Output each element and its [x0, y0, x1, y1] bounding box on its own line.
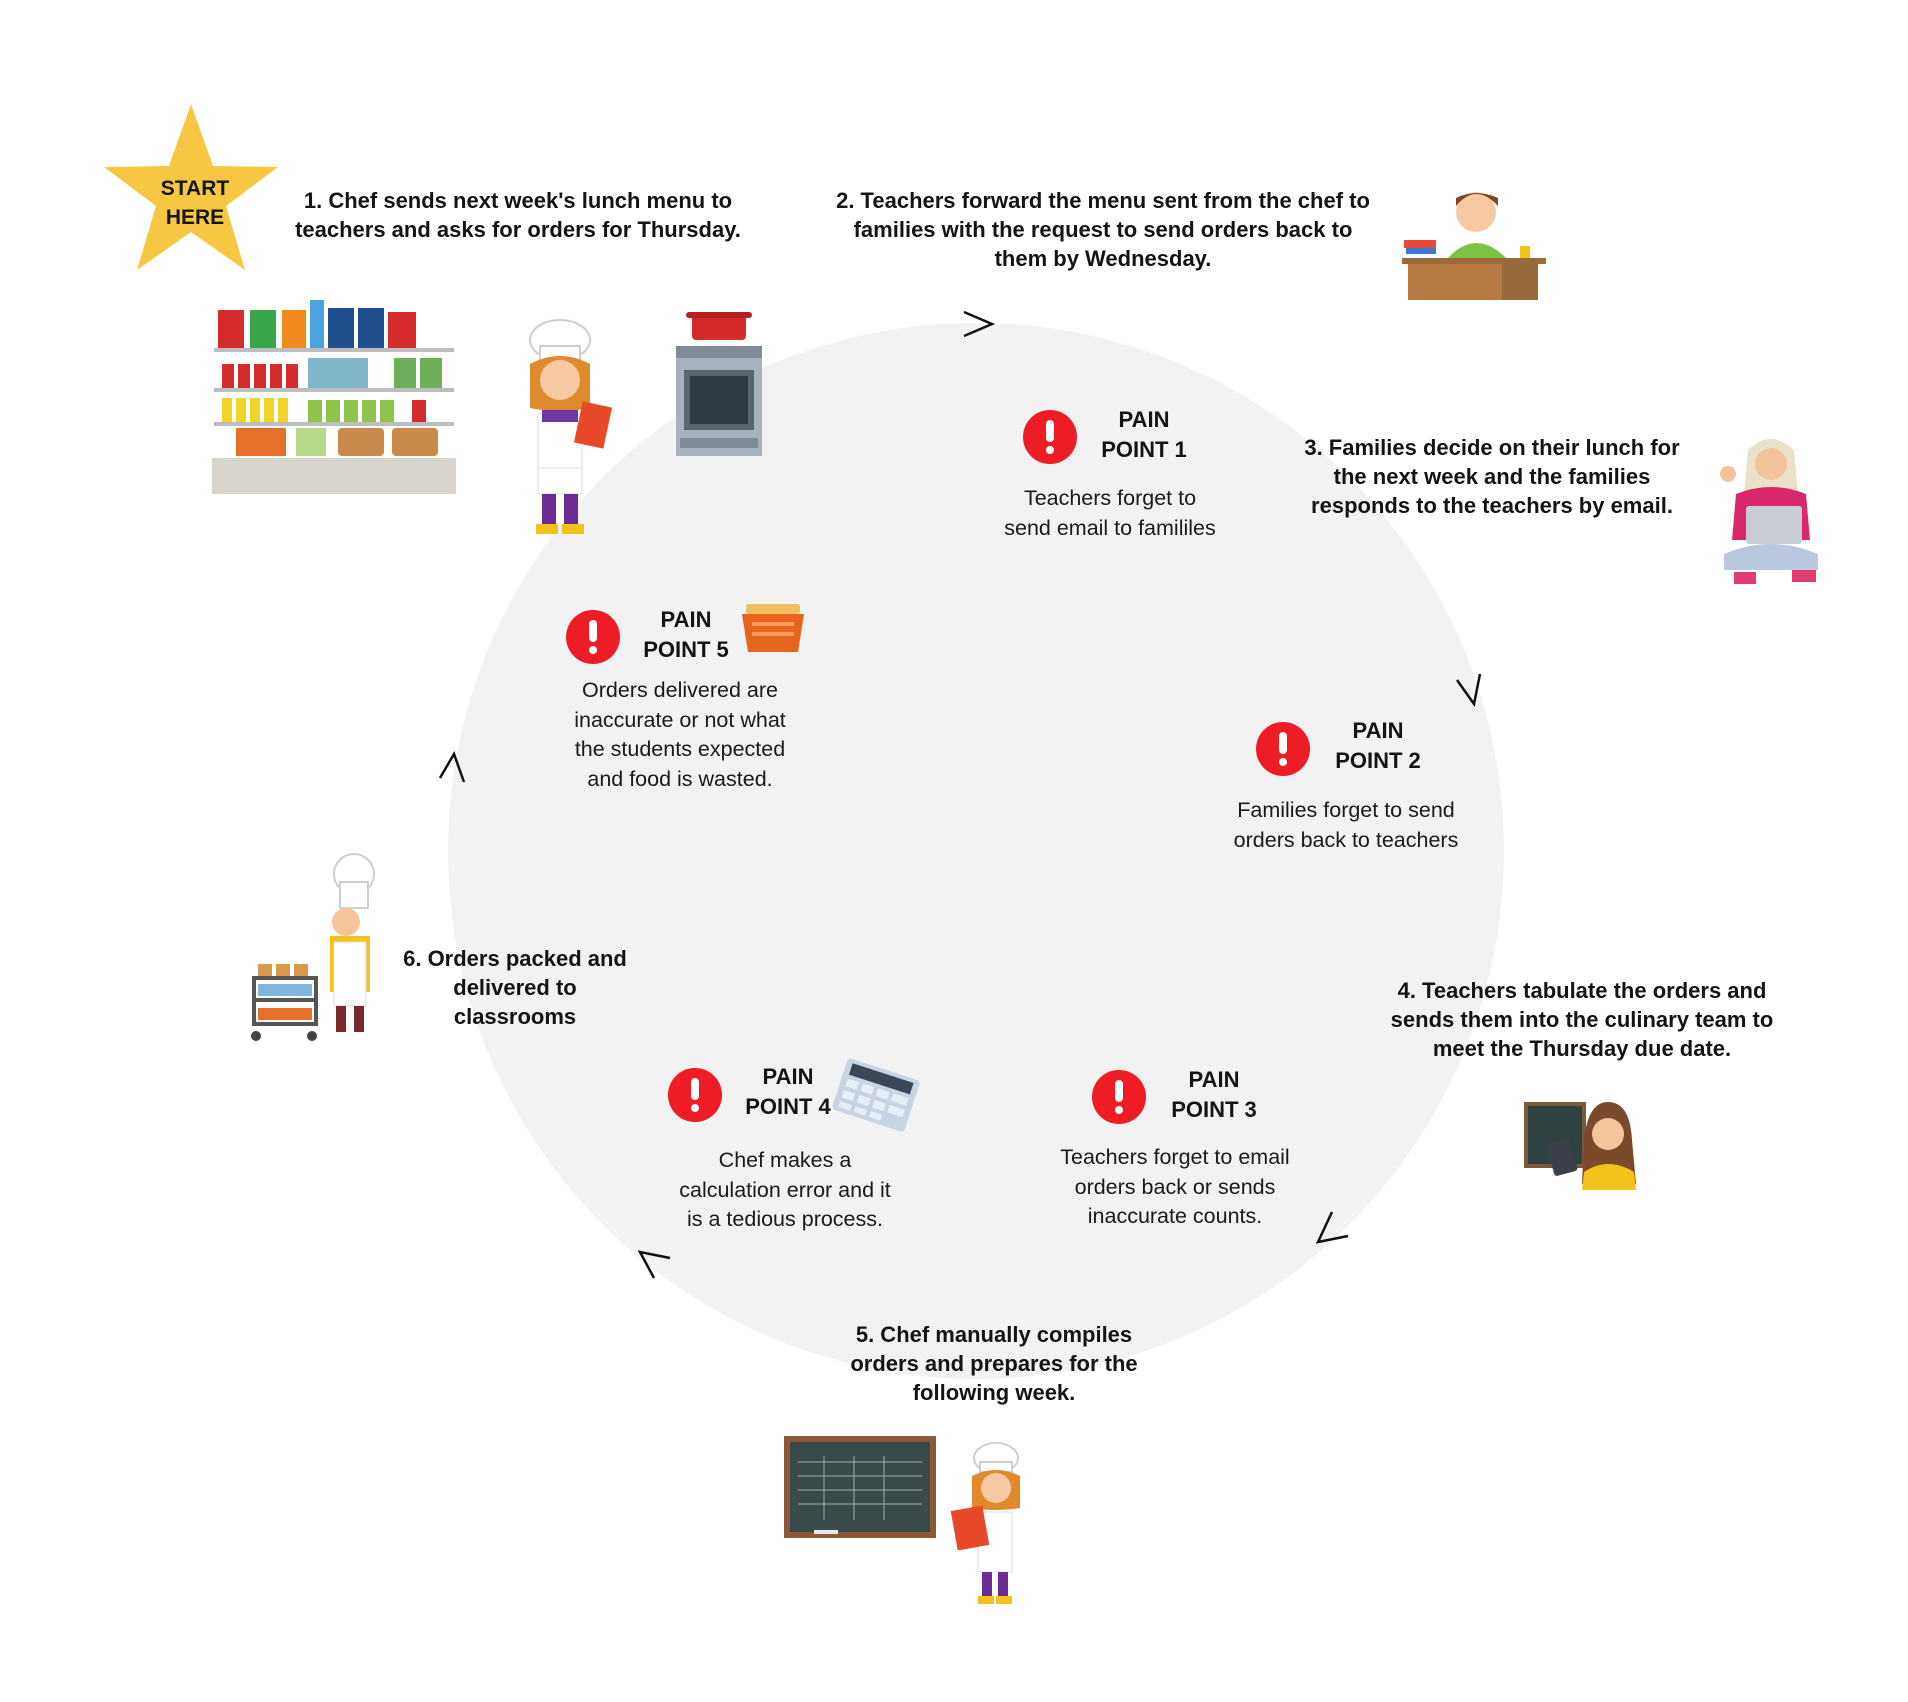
pain-point-desc-line: Teachers forget to — [1023, 486, 1197, 510]
pain-point-title-line: PAIN — [1352, 718, 1404, 743]
pain-point-2-title: PAIN POINT 2 — [1318, 716, 1438, 776]
step-6-line: 6. Orders packed and — [403, 946, 627, 971]
step-2-text: 2. Teachers forward the menu sent from t… — [808, 186, 1398, 273]
pain-point-desc-line: calculation error and it — [679, 1177, 891, 1202]
pain-point-title-line: PAIN — [660, 607, 712, 632]
pain-point-desc-line: and food is wasted. — [587, 766, 773, 791]
pain-point-title-line: POINT 1 — [1101, 437, 1187, 462]
pain-point-title-line: PAIN — [762, 1064, 814, 1089]
pain-point-desc-line: inaccurate counts. — [1087, 1204, 1263, 1228]
step-5-line: 5. Chef manually compiles — [855, 1322, 1133, 1347]
pain-point-desc-line: send email to famililes — [1004, 515, 1216, 540]
alert-icon — [1023, 410, 1077, 464]
step-1-line: 1. Chef sends next week's lunch menu to — [303, 188, 733, 213]
pain-point-desc-line: orders back or sends — [1074, 1174, 1276, 1199]
chalkboard-icon — [784, 1436, 936, 1538]
pain-point-5-desc: Orders delivered are inaccurate or not w… — [540, 676, 820, 794]
pain-point-title-line: POINT 5 — [643, 637, 729, 662]
direction-arrow-1 — [963, 310, 996, 338]
pain-point-desc-line: Teachers forget to email — [1060, 1145, 1290, 1169]
step-2-line: 2. Teachers forward the menu sent from t… — [836, 188, 1370, 213]
stove-with-pot-icon — [676, 312, 762, 456]
step-3-line: responds to the teachers by email. — [1311, 493, 1673, 518]
pain-point-desc-line: the students expected — [574, 737, 786, 761]
pain-point-desc-line: is a tedious process. — [687, 1207, 883, 1231]
pain-point-desc-line: Chef makes a — [718, 1148, 852, 1172]
pain-point-desc-line: Orders delivered are — [582, 678, 778, 702]
pain-point-4-title: PAIN POINT 4 — [728, 1062, 848, 1122]
pain-point-3-desc: Teachers forget to email orders back or … — [1040, 1143, 1310, 1232]
step-4-line: meet the Thursday due date. — [1432, 1036, 1732, 1061]
step-6-line: classrooms — [453, 1004, 577, 1029]
alert-icon — [668, 1068, 722, 1122]
step-3-text: 3. Families decide on their lunch for th… — [1272, 433, 1712, 520]
direction-arrow-5 — [438, 751, 466, 783]
step-6-line: delivered to — [453, 975, 577, 1000]
pain-point-2-desc: Families forget to send orders back to t… — [1196, 796, 1496, 855]
step-1-text: 1. Chef sends next week's lunch menu to … — [268, 186, 768, 244]
step-5-line: following week. — [912, 1380, 1076, 1405]
pain-point-5-title: PAIN POINT 5 — [626, 605, 746, 665]
pain-point-4-desc: Chef makes a calculation error and it is… — [650, 1146, 920, 1235]
pain-point-desc-line: orders back to teachers — [1233, 827, 1459, 852]
pain-point-title-line: PAIN — [1188, 1067, 1240, 1092]
grocery-shelf-icon — [212, 300, 456, 494]
pain-point-title-line: POINT 3 — [1171, 1097, 1257, 1122]
start-badge-line1: START — [160, 177, 230, 200]
step-1-line: teachers and asks for orders for Thursda… — [295, 217, 741, 242]
step-5-text: 5. Chef manually compiles orders and pre… — [834, 1320, 1154, 1407]
direction-arrow-2 — [1455, 673, 1482, 708]
student-at-desk-icon — [1402, 192, 1546, 300]
step-3-line: the next week and the families — [1333, 464, 1651, 489]
step-2-line: them by Wednesday. — [994, 246, 1212, 271]
step-2-line: families with the request to send orders… — [853, 217, 1353, 242]
alert-icon — [1092, 1070, 1146, 1124]
pain-point-title-line: POINT 2 — [1335, 748, 1421, 773]
alert-icon — [1256, 722, 1310, 776]
food-basket-icon — [742, 604, 804, 652]
woman-with-laptop-icon — [1720, 439, 1818, 584]
chef-with-food-cart-icon — [251, 853, 375, 1041]
direction-arrow-3 — [1315, 1211, 1349, 1244]
start-badge-text: START HERE — [140, 174, 250, 232]
step-5-line: orders and prepares for the — [850, 1351, 1138, 1376]
pain-point-title-line: PAIN — [1118, 407, 1170, 432]
pain-point-desc-line: Families forget to send — [1237, 798, 1455, 822]
step-4-text: 4. Teachers tabulate the orders and send… — [1352, 976, 1812, 1063]
pain-point-3-title: PAIN POINT 3 — [1154, 1065, 1274, 1125]
step-6-text: 6. Orders packed and delivered to classr… — [390, 944, 640, 1031]
step-3-line: 3. Families decide on their lunch for — [1304, 435, 1680, 460]
pain-point-1-desc: Teachers forget to send email to familil… — [960, 484, 1260, 543]
start-badge-line2: HERE — [165, 206, 225, 229]
pain-point-desc-line: inaccurate or not what — [574, 707, 786, 732]
calculator-icon — [832, 1058, 920, 1132]
alert-icon — [566, 610, 620, 664]
direction-arrow-4 — [637, 1250, 671, 1279]
pain-point-1-title: PAIN POINT 1 — [1084, 405, 1204, 465]
pain-point-title-line: POINT 4 — [745, 1094, 831, 1119]
chef-with-clipboard-icon — [950, 1442, 1020, 1604]
step-4-line: 4. Teachers tabulate the orders and — [1397, 978, 1767, 1003]
teacher-with-tablet-icon — [1524, 1102, 1636, 1190]
step-4-line: sends them into the culinary team to — [1390, 1007, 1774, 1032]
star-badge-icon — [104, 104, 278, 270]
chef-with-clipboard-icon — [529, 319, 613, 534]
